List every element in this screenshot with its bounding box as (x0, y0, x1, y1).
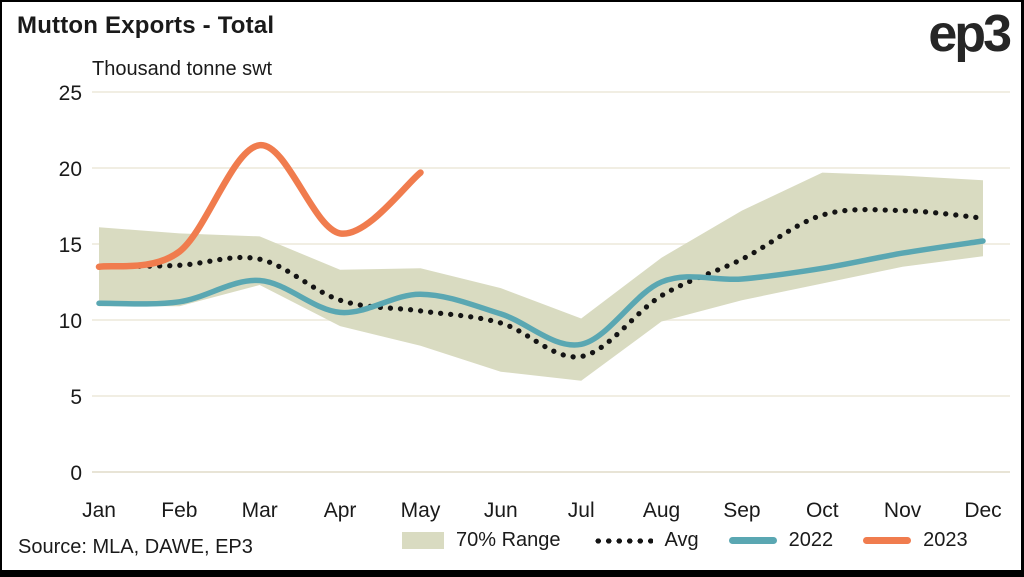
y-tick-label: 0 (70, 462, 82, 485)
y-tick-label: 10 (59, 310, 82, 333)
legend-label: 2022 (788, 529, 834, 551)
line-swatch-icon-2022 (728, 537, 777, 544)
legend-label: Avg (664, 529, 699, 551)
x-tick-label-nov: Nov (884, 499, 922, 522)
y-tick-label: 15 (59, 234, 82, 257)
line-swatch-icon-2023 (863, 537, 912, 544)
x-tick-label-sep: Sep (723, 499, 760, 522)
dotted-line-icon (590, 537, 653, 544)
legend-item-2022: 2022 (728, 529, 834, 552)
x-tick-label-feb: Feb (161, 499, 197, 522)
line-2023 (95, 141, 424, 271)
line-2022 (96, 238, 986, 348)
y-axis-unit-label: Thousand tonne swt (92, 58, 273, 80)
legend-item-2023: 2023 (863, 529, 968, 552)
ep3-logo: ep3 (928, 5, 1012, 63)
band-swatch-icon (402, 532, 444, 549)
x-tick-label-dec: Dec (964, 499, 1001, 522)
x-tick-label-jul: Jul (568, 499, 595, 522)
y-tick-label: 20 (59, 158, 82, 181)
source-note: Source: MLA, DAWE, EP3 (18, 536, 253, 558)
legend-item-70-range: 70% Range (402, 529, 561, 552)
range-band (99, 172, 983, 381)
x-tick-label-oct: Oct (806, 499, 839, 522)
chart-legend: 70% Range Avg 2022 2023 (402, 529, 968, 552)
avg-line (96, 207, 986, 360)
chart-title: Mutton Exports - Total (17, 12, 275, 39)
y-tick-label: 25 (59, 82, 82, 105)
legend-item-avg: Avg (590, 529, 699, 552)
x-tick-label-mar: Mar (242, 499, 278, 522)
y-tick-label: 5 (70, 386, 82, 409)
x-tick-label-jun: Jun (484, 499, 518, 522)
legend-label: 2023 (923, 529, 968, 551)
x-tick-label-may: May (401, 499, 441, 522)
x-tick-label-jan: Jan (82, 499, 116, 522)
legend-label: 70% Range (456, 529, 561, 551)
x-tick-label-aug: Aug (643, 499, 680, 522)
x-tick-label-apr: Apr (324, 499, 357, 522)
